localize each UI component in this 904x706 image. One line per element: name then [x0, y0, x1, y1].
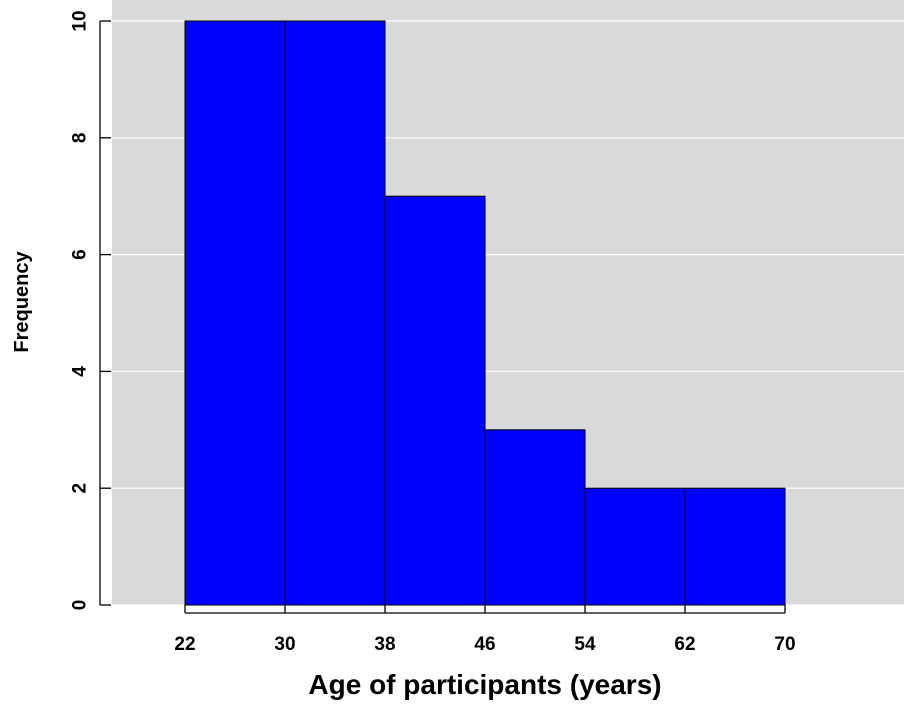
x-tick-label: 22	[174, 634, 195, 655]
y-tick-label: 8	[70, 133, 91, 144]
y-tick-label: 4	[70, 366, 91, 377]
y-axis-title: Frequency	[11, 251, 33, 353]
y-tick-label: 0	[70, 600, 91, 611]
histogram-bar	[684, 487, 786, 606]
x-tick-label: 38	[374, 634, 395, 655]
y-tick-label: 6	[70, 249, 91, 260]
x-axis-title: Age of participants (years)	[308, 669, 661, 700]
histogram-bar	[284, 20, 386, 606]
histogram-bar	[184, 20, 286, 606]
x-tick-label: 46	[474, 634, 495, 655]
x-tick-label: 54	[574, 634, 596, 655]
x-tick-label: 62	[674, 634, 695, 655]
histogram-bar	[384, 195, 486, 606]
x-axis: 22 30 38 46 54 62 70	[174, 605, 796, 655]
histogram-bar	[484, 429, 586, 606]
y-tick-label: 2	[70, 483, 91, 494]
y-axis: 0 2 4 6 8 10	[70, 10, 111, 611]
x-tick-label: 30	[274, 634, 295, 655]
x-tick-label: 70	[774, 634, 795, 655]
bars	[184, 20, 786, 606]
y-tick-label: 10	[70, 10, 91, 31]
histogram-bar	[584, 487, 686, 606]
